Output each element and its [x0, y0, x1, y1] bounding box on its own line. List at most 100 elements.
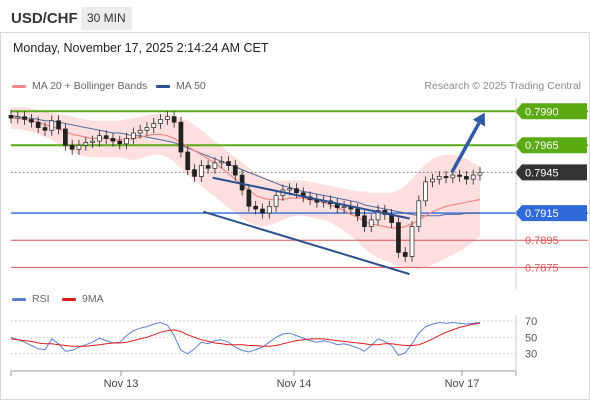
price-tag-0-7965	[515, 137, 587, 154]
candle-body	[42, 127, 48, 131]
ma50-swatch	[156, 84, 170, 88]
candle-body	[260, 208, 265, 214]
candle-body	[130, 132, 136, 139]
candle-body	[273, 195, 279, 207]
candle-body	[266, 205, 272, 214]
candle-body	[63, 128, 68, 146]
research-credit: Research © 2025 Trading Central	[424, 80, 581, 92]
candle-body	[457, 174, 462, 177]
candle-body	[35, 121, 41, 128]
candle-body	[287, 188, 293, 191]
price-label-0-7945: 0.7945	[525, 167, 559, 179]
price-label-0-7915: 0.7915	[525, 208, 559, 220]
rsi-ma-line	[10, 322, 481, 347]
x-tick-label-2: Nov 17	[445, 378, 480, 390]
candle-body	[464, 176, 469, 180]
price-tag-0-7915	[515, 205, 587, 222]
candle-body	[29, 119, 34, 123]
price-label-0-7875: 0.7875	[525, 262, 559, 274]
candle-body	[76, 144, 82, 150]
candle-body	[402, 252, 408, 257]
candle-body	[56, 120, 61, 130]
chart-header: USD/CHF 30 MIN	[0, 0, 590, 35]
candle-body	[8, 115, 14, 119]
legend-rsi-label: RSI	[32, 293, 50, 305]
chart-datetime: Monday, November 17, 2025 2:14:24 AM CET	[13, 41, 269, 55]
candle-body	[368, 219, 374, 227]
legend-ma50: MA 50	[156, 80, 206, 92]
candle-body	[103, 135, 109, 139]
channel-upper-line	[212, 176, 410, 220]
candle-body	[470, 174, 476, 180]
candle-body	[430, 178, 435, 183]
price-tag-0-7990	[515, 103, 587, 120]
legend-rsi-ma: 9MA	[62, 293, 104, 305]
candle-body	[83, 142, 89, 146]
candle-body	[226, 161, 231, 166]
legend-ma50-label: MA 50	[176, 80, 206, 92]
legend-ma20-label: MA 20 + Bollinger Bands	[32, 80, 148, 92]
candle-body	[144, 127, 150, 131]
candle-body	[450, 174, 456, 179]
rsi-level-label-70: 70	[525, 316, 537, 328]
legend-rsi-ma-label: 9MA	[82, 293, 104, 305]
candle-body	[232, 165, 238, 176]
candle-body	[164, 116, 170, 120]
candle-body	[97, 135, 102, 142]
candle-body	[15, 116, 21, 119]
rsi-ma-swatch	[62, 297, 76, 301]
candle-body	[294, 188, 299, 194]
candle-body	[124, 138, 129, 145]
candle-body	[212, 162, 218, 169]
legend-ma20: MA 20 + Bollinger Bands	[12, 80, 147, 92]
candle-body	[362, 215, 367, 227]
ma50-line	[10, 114, 480, 217]
candle-body	[171, 116, 177, 123]
price-label-0-7965: 0.7965	[525, 140, 559, 152]
rsi-level-label-30: 30	[525, 349, 537, 361]
candle-body	[246, 189, 252, 207]
candle-body	[477, 172, 483, 176]
candle-body	[151, 123, 157, 128]
candle-body	[22, 116, 27, 120]
candle-body	[436, 176, 442, 180]
candle-body	[90, 140, 95, 143]
forecast-arrow-shaft	[450, 122, 481, 174]
candle-body	[49, 120, 55, 131]
candle-body	[178, 121, 184, 153]
candle-body	[375, 210, 381, 221]
ma20-swatch	[12, 84, 26, 88]
candle-body	[158, 119, 163, 124]
forecast-arrow-head	[472, 112, 486, 127]
rsi-swatch	[12, 297, 26, 301]
candle-body	[239, 174, 245, 191]
candle-body	[341, 205, 347, 208]
rsi-level-label-50: 50	[525, 332, 537, 344]
candle-body	[355, 208, 361, 217]
candle-body	[396, 222, 401, 253]
price-tag-0-7945	[515, 164, 587, 181]
x-tick-label-1: Nov 14	[277, 378, 312, 390]
candle-body	[192, 169, 197, 177]
x-tick-label-0: Nov 13	[104, 378, 139, 390]
rsi-line	[10, 321, 481, 356]
symbol-title: USD/CHF	[11, 10, 78, 27]
price-label-0-7895: 0.7895	[525, 235, 559, 247]
ma20-line	[11, 117, 481, 229]
candle-body	[423, 181, 428, 202]
price-label-0-7990: 0.7990	[525, 106, 559, 118]
candle-body	[409, 226, 415, 257]
timeframe-badge[interactable]: 30 MIN	[81, 7, 132, 30]
candle-body	[185, 151, 191, 170]
candle-body	[69, 144, 75, 150]
legend-rsi: RSI	[12, 293, 50, 305]
candle-body	[137, 129, 143, 134]
candle-body	[110, 138, 116, 142]
candle-body	[205, 165, 211, 169]
candle-body	[443, 176, 449, 179]
candle-body	[219, 161, 225, 164]
candle-body	[416, 200, 422, 227]
candle-body	[117, 140, 123, 145]
candle-body	[253, 205, 259, 210]
